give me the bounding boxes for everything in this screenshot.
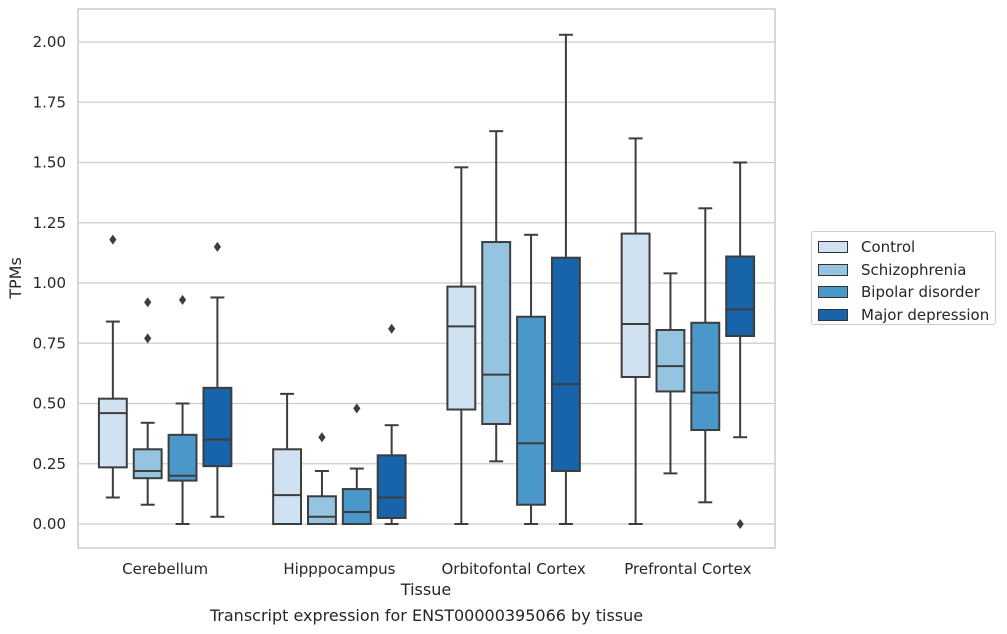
outlier-point [144, 333, 152, 344]
iqr-box [481, 241, 512, 425]
y-tick-label: 2.00 [33, 33, 66, 51]
legend-label: Control [861, 238, 916, 257]
plot-frame [77, 8, 776, 549]
y-tick-label: 0.25 [33, 455, 66, 473]
y-axis-label: TPMs [6, 257, 25, 300]
outlier-point [109, 234, 117, 245]
y-tick-label: 1.50 [33, 154, 66, 172]
outlier-point [178, 294, 187, 305]
iqr-box [550, 256, 581, 472]
box-control [620, 137, 651, 525]
y-tick-label: 1.75 [33, 93, 66, 111]
box-control [446, 166, 477, 525]
iqr-box [202, 386, 233, 468]
x-axis-label: Tissue [400, 580, 451, 599]
legend-item: Major depression [818, 304, 995, 327]
outlier-point [318, 432, 326, 443]
box-major-depression [725, 161, 756, 529]
iqr-box [167, 433, 198, 482]
legend-item: Schizophrenia [818, 259, 995, 282]
box-major-depression [550, 33, 581, 525]
y-tick-label: 0.75 [33, 334, 66, 352]
outlier-point [144, 297, 152, 308]
x-tick-label: Hipppocampus [283, 560, 395, 578]
box-control [272, 392, 303, 526]
legend-label: Schizophrenia [861, 260, 967, 279]
box-control [97, 234, 128, 499]
box-major-depression [376, 323, 407, 525]
legend-label: Major depression [861, 305, 990, 324]
outlier-point [353, 403, 361, 414]
box-bipolar-disorder [167, 294, 198, 525]
iqr-box [307, 495, 337, 526]
box-schizophrenia [132, 297, 163, 506]
iqr-box [446, 285, 477, 411]
axis-layer: 0.00 0.25 0.50 0.75 1.00 1.25 1.50 1.75 2.00 Cere… [33, 8, 776, 578]
iqr-box [272, 448, 303, 526]
legend-swatch [818, 263, 848, 276]
y-tick-label: 1.00 [33, 274, 66, 292]
legend-swatch [818, 286, 848, 299]
y-tick-label: 0.00 [33, 515, 66, 533]
iqr-box [97, 397, 128, 469]
box-major-depression [202, 241, 233, 518]
iqr-box [376, 454, 407, 519]
y-tick-label: 1.25 [33, 214, 66, 232]
x-tick-label: Orbitofontal Cortex [442, 560, 586, 578]
box-bipolar-disorder [516, 233, 546, 525]
iqr-box [620, 232, 651, 378]
x-tick-label: Prefrontal Cortex [624, 560, 751, 578]
legend-swatch [818, 241, 848, 254]
x-tick-label: Cerebellum [122, 560, 208, 578]
box-bipolar-disorder [690, 207, 721, 504]
iqr-box [690, 321, 721, 432]
outlier-point [388, 323, 396, 334]
legend: Control Schizophrenia Bipolar disorder Majo… [811, 231, 996, 325]
box-bipolar-disorder [341, 403, 372, 525]
box-schizophrenia [481, 130, 512, 463]
box-schizophrenia [307, 432, 337, 526]
legend-label: Bipolar disorder [861, 283, 980, 302]
iqr-box [341, 488, 372, 525]
box-schizophrenia [655, 272, 686, 475]
legend-item: Control [818, 236, 995, 259]
iqr-box [516, 315, 546, 506]
outlier-point [736, 519, 744, 529]
outlier-point [213, 241, 221, 252]
iqr-box [725, 255, 756, 338]
figure-caption: Transcript expression for ENST0000039506… [209, 606, 644, 625]
iqr-box [655, 328, 686, 393]
box-layer [97, 33, 756, 529]
iqr-box [132, 448, 163, 480]
y-tick-label: 0.50 [33, 395, 66, 413]
legend-item: Bipolar disorder [818, 281, 995, 304]
legend-swatch [818, 308, 848, 321]
